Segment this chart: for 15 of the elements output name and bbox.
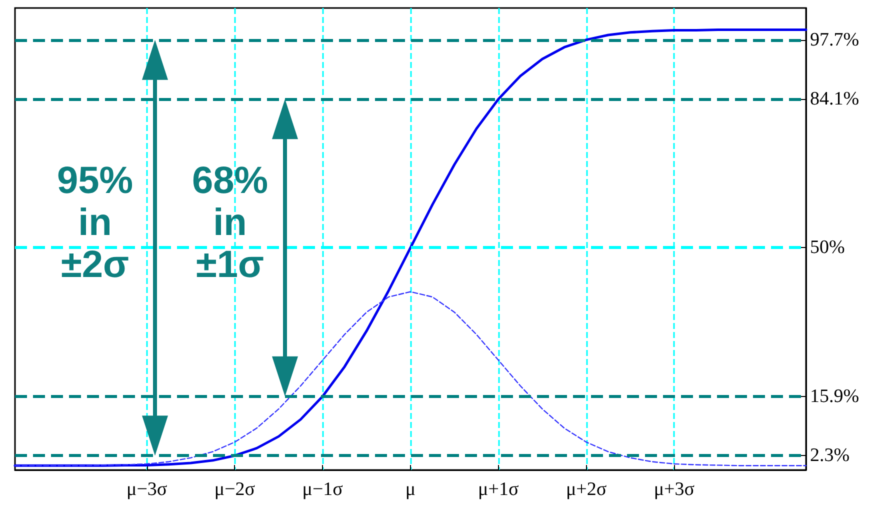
- y-tick-label: 97.7%: [810, 29, 860, 50]
- y-tick-label: 2.3%: [810, 445, 850, 466]
- x-tick-label: μ+3σ: [654, 479, 694, 500]
- y-tick-label: 84.1%: [810, 88, 860, 110]
- x-tick-label: μ−3σ: [126, 479, 168, 500]
- annotation: 68% in ±1σ: [190, 160, 270, 287]
- x-tick-label: μ−1σ: [302, 479, 343, 500]
- x-tick-label: μ+2σ: [566, 479, 607, 500]
- line-series: [14, 291, 807, 466]
- y-tick-label: 50%: [810, 237, 845, 258]
- y-tick-label: 15.9%: [810, 386, 860, 407]
- x-tick-label: μ: [405, 479, 416, 500]
- annotation: 95% in ±2σ: [56, 160, 134, 287]
- x-tick-label: μ+1σ: [478, 479, 519, 500]
- x-tick-label: μ−2σ: [214, 479, 256, 500]
